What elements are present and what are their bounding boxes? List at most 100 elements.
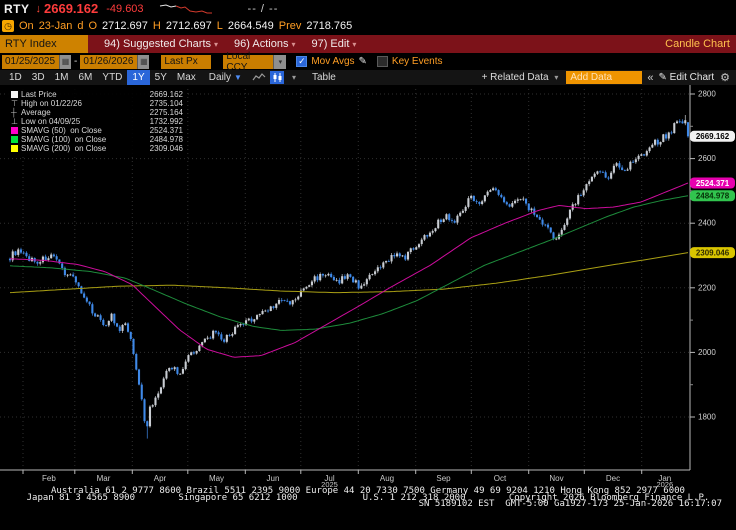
bid-ask-placeholder: -- / -- (247, 2, 279, 15)
on-label: On (19, 20, 34, 32)
legend-swatch (11, 127, 18, 134)
chevron-down-icon[interactable]: ▾ (273, 54, 287, 69)
legend-row: ⊤ High on 01/22/26 2735.104 (11, 99, 183, 108)
ticker-symbol: RTY (4, 1, 30, 16)
chevron-down-icon: ▼ (234, 73, 242, 82)
low-value: 2664.549 (227, 20, 274, 32)
menu-suggested-charts[interactable]: 94) Suggested Charts ▾ (104, 38, 219, 50)
range-tab-1d[interactable]: 1D (9, 72, 22, 83)
chart-legend[interactable]: Last Price 2669.162 ⊤ High on 01/22/26 2735.… (8, 88, 186, 155)
open-value: 2712.697 (102, 20, 148, 32)
svg-text:2200: 2200 (698, 283, 716, 292)
calendar-icon[interactable]: ▦ (59, 54, 71, 69)
key-events-label: Key Events (391, 56, 443, 67)
svg-text:2484.978: 2484.978 (696, 192, 730, 201)
svg-text:Feb: Feb (42, 474, 56, 483)
quote-frequency: d (77, 20, 84, 32)
chevron-down-icon: ▾ (352, 40, 357, 49)
price-chart-svg[interactable]: 2800 2600 2400 2200 2000 1800 Feb Mar Apr May Jun J… (0, 85, 736, 487)
footer-contact-line-2: Japan 81 3 4565 8900 Singapore 65 6212 1… (26, 492, 710, 503)
prev-value: 2718.765 (306, 20, 353, 32)
legend-value: 2484.978 (149, 135, 183, 144)
chart-area[interactable]: 2800 2600 2400 2200 2000 1800 Feb Mar Apr May Jun J… (0, 85, 736, 487)
smavg-200-line (9, 252, 689, 294)
svg-text:2400: 2400 (698, 219, 716, 228)
svg-text:2800: 2800 (698, 90, 716, 99)
range-tab-1m[interactable]: 1M (54, 72, 69, 83)
candlesticks (8, 115, 690, 439)
price-source-field[interactable]: Last Px (161, 54, 212, 69)
settings-gear-icon[interactable]: ⚙ (720, 72, 730, 84)
range-tab-max[interactable]: Max (176, 72, 196, 83)
low-marker-icon: ⊥ (11, 116, 18, 126)
legend-row: ┼ Average 2275.164 (11, 108, 183, 117)
legend-row: ⊥ Low on 04/09/25 1732.992 (11, 117, 183, 126)
add-data-input[interactable]: Add Data (566, 71, 643, 84)
svg-text:2026: 2026 (656, 480, 673, 487)
chart-controls: 01/25/2025 ▦ - 01/26/2026 ▦ Last Px Loca… (0, 51, 736, 73)
legend-value: 2524.371 (149, 126, 183, 135)
smavg-50-line (9, 182, 689, 358)
alert-clock-icon[interactable]: ◷ (2, 20, 14, 32)
open-label: O (88, 20, 98, 32)
function-title: Candle Chart (665, 38, 730, 50)
calendar-icon[interactable]: ▦ (137, 54, 150, 69)
key-events-checkbox[interactable]: ✓ (376, 56, 388, 67)
range-tab-ytd[interactable]: YTD (102, 72, 123, 83)
security-field[interactable]: RTY Index (0, 35, 88, 53)
svg-text:Oct: Oct (494, 474, 507, 483)
svg-text:Sep: Sep (436, 474, 451, 483)
legend-label: Low on 04/09/25 (21, 117, 81, 126)
line-chart-type-icon[interactable] (252, 71, 266, 84)
date-from-field[interactable]: 01/25/2025 (2, 54, 59, 69)
related-data-button[interactable]: + Related Data ▾ (481, 72, 559, 83)
svg-text:2000: 2000 (698, 348, 716, 357)
last-price: 2669.162 (44, 1, 99, 16)
chevron-down-icon: ▾ (291, 40, 296, 49)
chevron-down-icon: ▾ (554, 73, 559, 82)
edit-pencil-icon: ✎ (658, 72, 667, 83)
axis-price-badge: 2309.046 (690, 247, 735, 259)
candle-chart-type-icon[interactable] (269, 71, 284, 84)
mov-avgs-label: Mov Avgs (311, 56, 355, 67)
edit-pencil-icon[interactable]: ✎ (358, 56, 367, 67)
average-marker-icon: ┼ (11, 107, 17, 117)
chevron-down-icon[interactable]: ▾ (291, 73, 296, 82)
legend-swatch (11, 136, 18, 143)
axis-price-badge: 2484.978 (690, 190, 735, 202)
ohlc-line: ◷ On 23-Jan d O 2712.697 H 2712.697 L 26… (0, 17, 736, 35)
mov-avgs-checkbox[interactable]: ✓ (296, 56, 308, 67)
legend-value: 2275.164 (149, 108, 183, 117)
range-tab-1y[interactable]: 1Y (127, 70, 150, 85)
menu-bar: RTY Index 94) Suggested Charts ▾ 96) Acti… (0, 35, 736, 53)
menu-edit[interactable]: 97) Edit ▾ (311, 38, 357, 50)
menu-actions[interactable]: 96) Actions ▾ (234, 38, 296, 50)
date-to-field[interactable]: 01/26/2026 (80, 54, 138, 69)
range-tab-6m[interactable]: 6M (78, 72, 93, 83)
quote-header: RTY ↓ 2669.162 -49.603 -- / -- (0, 0, 736, 17)
footer-session-line: SN 5189102 EST GMT-5:00 Ga1927-173 25-Ja… (418, 499, 722, 509)
smavg-100-line (9, 195, 689, 331)
range-tab-3d[interactable]: 3D (31, 72, 45, 83)
axis-price-badge: 2524.371 (690, 177, 735, 189)
range-tab-5y[interactable]: 5Y (154, 72, 167, 83)
period-dropdown[interactable]: Daily ▼ (208, 72, 242, 83)
svg-text:2524.371: 2524.371 (696, 179, 730, 188)
range-toolbar: 1D 3D 1M 6M YTD 1Y 5Y Max Daily ▼ ▾ Table… (0, 70, 736, 85)
svg-text:May: May (209, 474, 224, 483)
table-button[interactable]: Table (311, 72, 336, 83)
legend-row: SMAVG (100) on Close 2484.978 (11, 135, 183, 144)
low-label: L (216, 20, 223, 32)
high-value: 2712.697 (165, 20, 212, 32)
svg-text:Mar: Mar (97, 474, 111, 483)
legend-label: SMAVG (200) on Close (21, 144, 107, 153)
svg-text:Jun: Jun (267, 474, 280, 483)
currency-select[interactable]: Local CCY (223, 51, 274, 73)
svg-text:Apr: Apr (154, 474, 167, 483)
collapse-icon[interactable]: « (647, 71, 654, 84)
date-range-dash: - (74, 56, 78, 67)
svg-text:Nov: Nov (549, 474, 563, 483)
svg-text:Aug: Aug (380, 474, 394, 483)
edit-chart-button[interactable]: ✎ Edit Chart (658, 72, 715, 83)
legend-label: SMAVG (100) on Close (21, 135, 107, 144)
